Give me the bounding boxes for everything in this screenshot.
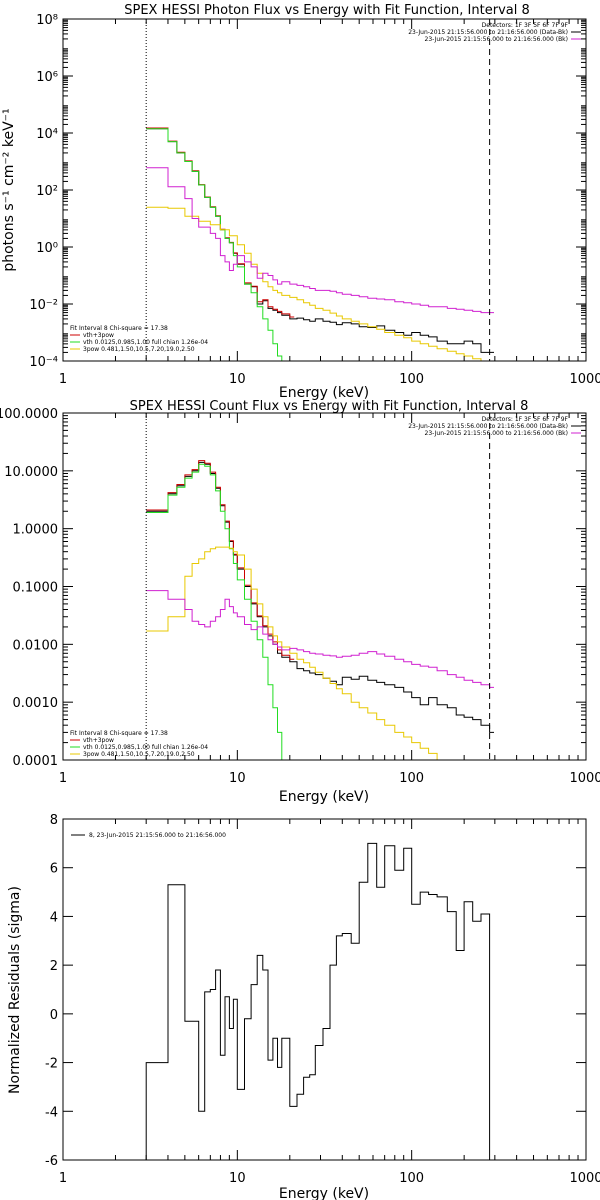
x-tick-label: 100 xyxy=(399,372,424,387)
x-tick-label: 10 xyxy=(229,771,246,786)
series-line-data-bk xyxy=(146,461,494,733)
series-line-vth xyxy=(146,128,295,362)
y-tick-label: 4 xyxy=(50,910,58,925)
y-tick-label: 6 xyxy=(50,862,58,877)
count-flux-panel: SPEX HESSI Count Flux vs Energy with Fit… xyxy=(0,399,600,805)
series-line-3pow xyxy=(146,206,494,362)
residuals-panel: 1 10 100 1000 -6 -4 -2 0 2 4 6 8 Energy (keV) Norma… xyxy=(7,813,600,1200)
x-tick-label: 1 xyxy=(59,1171,67,1186)
x-tick-label: 1000 xyxy=(569,771,600,786)
y-tick-label: 10⁴ xyxy=(36,127,58,142)
x-tick-label: 10 xyxy=(229,1171,246,1186)
y-tick-label: 10² xyxy=(36,184,58,199)
y-tick-label: 10⁻⁴ xyxy=(29,355,58,370)
panel2-xlabel: Energy (keV) xyxy=(279,789,369,805)
panel3-xlabel: Energy (keV) xyxy=(279,1186,369,1200)
legend-top-text: Detectors: 1F 3F 5F 6F 7F 9F xyxy=(482,416,569,423)
panel3-frame xyxy=(62,818,587,1161)
y-tick-label: 10⁰ xyxy=(36,241,58,256)
legend-top-text: 23-Jun-2015 21:15:56.000 to 21:16:56.000… xyxy=(408,29,568,36)
x-tick-label: 100 xyxy=(399,771,424,786)
legend-bottom-text: vth+3pow xyxy=(83,737,114,744)
panel1-xlabel: Energy (keV) xyxy=(279,385,369,401)
panel2-title: SPEX HESSI Count Flux vs Energy with Fit… xyxy=(130,399,529,414)
series-line-bk xyxy=(146,590,494,688)
series-line-bk xyxy=(146,167,494,314)
legend-bottom-text: vth 0.0125,0.985,1.00 full chian 1.26e-0… xyxy=(83,339,208,346)
y-tick-label: 100.0000 xyxy=(0,407,58,422)
series-line-vth xyxy=(146,463,287,761)
y-tick-label: 8 xyxy=(50,813,58,828)
series-line-8-23-jun-2015-21-15-56-000-to-21-16-56-000 xyxy=(145,842,494,1161)
y-tick-label: 0 xyxy=(50,1008,58,1023)
panel1-ylabel: photons s⁻¹ cm⁻² keV⁻¹ xyxy=(1,108,17,271)
y-tick-label: 0.0010 xyxy=(13,696,59,711)
panel2-frame xyxy=(62,412,587,761)
series-line-data-bk xyxy=(146,128,494,353)
y-tick-label: 10⁸ xyxy=(36,13,58,28)
y-tick-label: 0.1000 xyxy=(13,581,59,596)
y-tick-label: -4 xyxy=(45,1105,58,1120)
series-line-3pow xyxy=(146,546,494,761)
x-tick-label: 1 xyxy=(59,771,67,786)
panel1-title: SPEX HESSI Photon Flux vs Energy with Fi… xyxy=(124,3,530,18)
legend-bottom-text: Fit Interval 8 Chi-square = 17.38 xyxy=(70,325,168,332)
x-tick-label: 1 xyxy=(59,372,67,387)
legend-bottom-text: 3pow 0.481,1.50,10.5,7.20,19.0,2.50 xyxy=(83,346,195,353)
legend-top-text: 23-Jun-2015 21:15:56.000 to 21:16:56.000… xyxy=(425,36,568,43)
legend-top-text: Detectors: 1F 3F 5F 6F 7F 9F xyxy=(482,22,569,29)
x-tick-label: 100 xyxy=(399,1171,424,1186)
legend-top-text: 23-Jun-2015 21:15:56.000 to 21:16:56.000… xyxy=(408,423,568,430)
legend-bottom-text: Fit Interval 8 Chi-square = 17.38 xyxy=(70,730,168,737)
legend-bottom-text: vth+3pow xyxy=(83,332,114,339)
legend-text: 8, 23-Jun-2015 21:15:56.000 to 21:16:56.… xyxy=(89,832,226,839)
y-tick-label: 2 xyxy=(50,959,58,974)
x-tick-label: 10 xyxy=(229,372,246,387)
legend-top-text: 23-Jun-2015 21:15:56.000 to 21:16:56.000… xyxy=(425,430,568,437)
legend-bottom-text: vth 0.0125,0.985,1.00 full chian 1.26e-0… xyxy=(83,744,208,751)
y-tick-label: 0.0100 xyxy=(13,638,59,653)
y-tick-label: 10⁶ xyxy=(36,70,58,85)
x-tick-label: 1000 xyxy=(569,372,600,387)
photon-flux-panel: SPEX HESSI Photon Flux vs Energy with Fi… xyxy=(1,3,600,401)
panel1-frame xyxy=(62,18,587,362)
y-tick-label: 0.0001 xyxy=(13,754,59,769)
y-tick-label: -6 xyxy=(45,1154,58,1169)
x-tick-label: 1000 xyxy=(569,1171,600,1186)
legend-bottom-text: 3pow 0.481,1.50,10.5,7.20,19.0,2.50 xyxy=(83,751,195,758)
panel3-ylabel: Normalized Residuals (sigma) xyxy=(7,886,23,1094)
y-tick-label: 10.0000 xyxy=(4,465,58,480)
y-tick-label: 1.0000 xyxy=(13,523,59,538)
y-tick-label: -2 xyxy=(45,1057,58,1072)
y-tick-label: 10⁻² xyxy=(29,298,58,313)
